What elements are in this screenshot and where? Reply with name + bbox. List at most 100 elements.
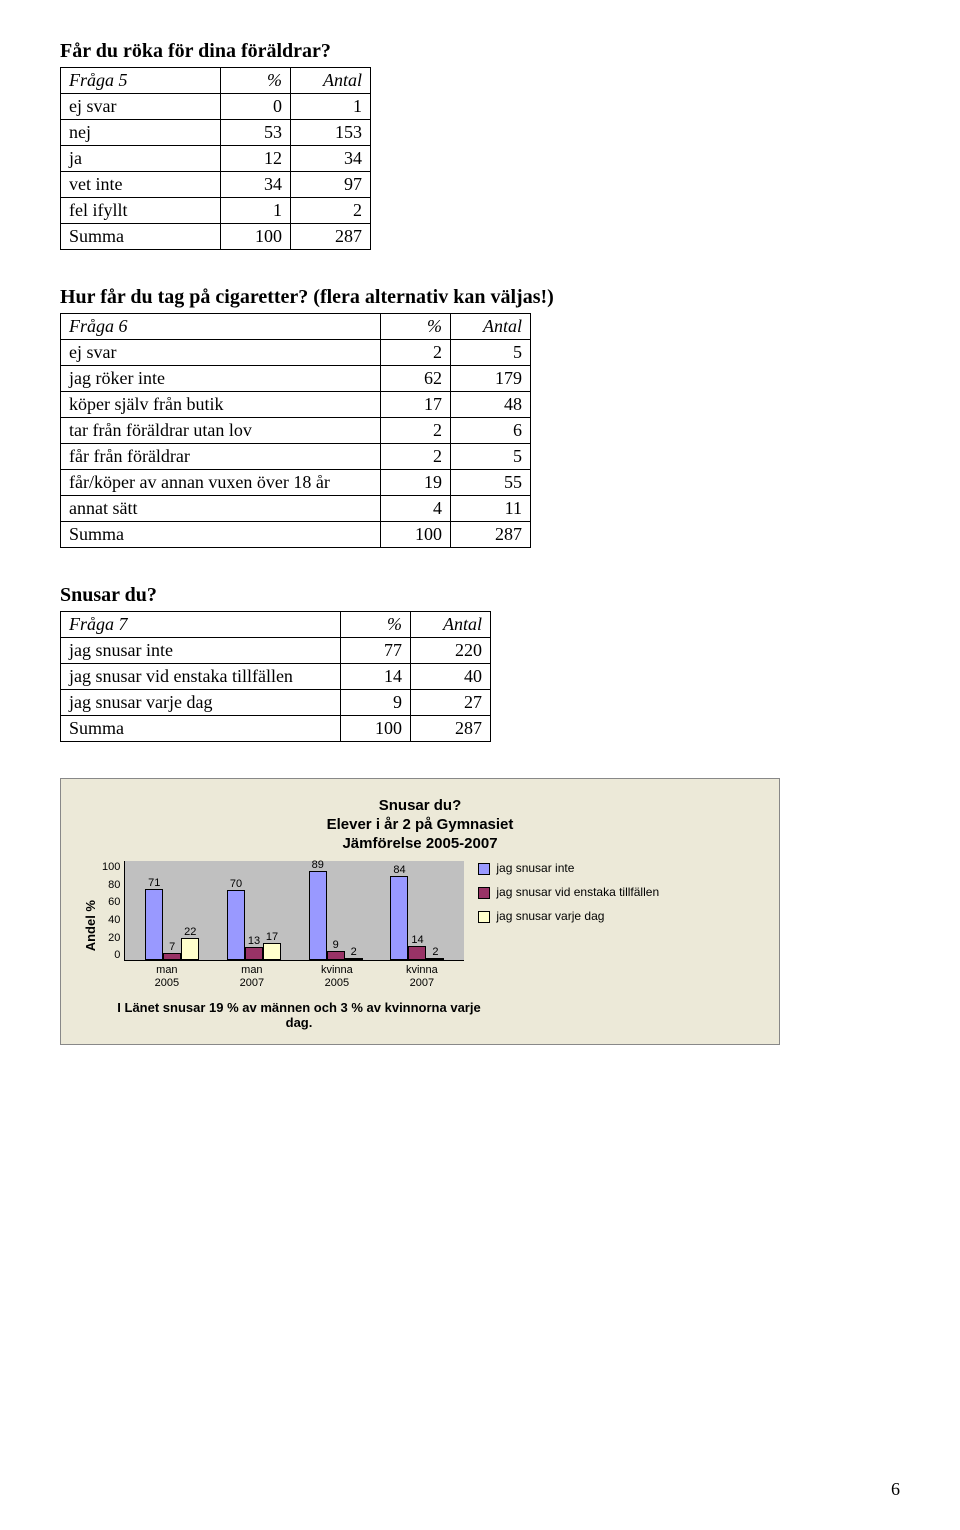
x-tick: man2007 [217,964,287,989]
table1-title: Får du röka för dina föräldrar? [60,40,900,63]
table-row: ej svar25 [61,340,531,366]
table-row: vet inte3497 [61,172,371,198]
table-header-cell: Fråga 6 [61,314,381,340]
bar-value-label: 7 [169,941,175,953]
table-cell: 55 [451,470,531,496]
y-tick: 60 [102,896,120,908]
table-row: jag röker inte62179 [61,366,531,392]
y-axis-label: Andel % [79,900,102,951]
table3-title: Snusar du? [60,584,900,607]
table-cell: 4 [381,496,451,522]
table-cell: 40 [411,664,491,690]
table-cell: 100 [341,716,411,742]
legend-label: jag snusar vid enstaka tillfällen [496,885,659,899]
table-row: Summa100287 [61,224,371,250]
table-cell: 0 [221,94,291,120]
table-header-cell: % [341,612,411,638]
table-cell: 11 [451,496,531,522]
table-row: ej svar01 [61,94,371,120]
table-cell: 100 [381,522,451,548]
x-tick: man2005 [132,964,202,989]
table-cell: 6 [451,418,531,444]
table-cell: fel ifyllt [61,198,221,224]
table-row: Summa100287 [61,522,531,548]
table-cell: ej svar [61,94,221,120]
table-header-cell: Antal [411,612,491,638]
x-tick: kvinna2005 [302,964,372,989]
table-cell: 5 [451,444,531,470]
table-cell: 62 [381,366,451,392]
table-cell: 17 [381,392,451,418]
table-header-cell: Antal [451,314,531,340]
table-cell: 2 [381,340,451,366]
table-row: får/köper av annan vuxen över 18 år1955 [61,470,531,496]
bar-value-label: 2 [351,946,357,958]
table-cell: annat sätt [61,496,381,522]
legend-swatch [478,911,490,923]
table-cell: 179 [451,366,531,392]
bar: 17 [263,943,281,960]
table-cell: 9 [341,690,411,716]
bar: 89 [309,871,327,960]
bar: 2 [345,958,363,960]
table-row: får från föräldrar25 [61,444,531,470]
table-header-cell: % [381,314,451,340]
table-cell: tar från föräldrar utan lov [61,418,381,444]
table2: Fråga 6%Antalej svar25jag röker inte6217… [60,313,531,548]
table-cell: jag snusar varje dag [61,690,341,716]
table-cell: får från föräldrar [61,444,381,470]
bar: 14 [408,946,426,960]
table-row: jag snusar vid enstaka tillfällen1440 [61,664,491,690]
table-cell: 287 [411,716,491,742]
legend-item: jag snusar inte [478,861,659,875]
chart-legend: jag snusar inte jag snusar vid enstaka ti… [478,861,659,989]
legend-swatch [478,863,490,875]
table-cell: 2 [381,418,451,444]
table-cell: 77 [341,638,411,664]
bar-value-label: 89 [312,859,324,871]
bar-value-label: 14 [411,934,423,946]
table-row: fel ifyllt12 [61,198,371,224]
table-cell: 153 [291,120,371,146]
table-cell: 287 [451,522,531,548]
table-cell: 53 [221,120,291,146]
bar: 84 [390,876,408,960]
x-tick: kvinna2007 [387,964,457,989]
table-cell: vet inte [61,172,221,198]
legend-item: jag snusar vid enstaka tillfällen [478,885,659,899]
table3: Fråga 7%Antaljag snusar inte77220jag snu… [60,611,491,742]
table-cell: 2 [381,444,451,470]
table-cell: 100 [221,224,291,250]
table-cell: jag snusar vid enstaka tillfällen [61,664,341,690]
y-tick: 100 [102,861,120,873]
table-row: jag snusar inte77220 [61,638,491,664]
bar-group: 701317 [227,890,281,960]
table-row: köper själv från butik1748 [61,392,531,418]
y-tick: 80 [102,879,120,891]
chart-note: I Länet snusar 19 % av männen och 3 % av… [109,1000,489,1030]
bar-value-label: 2 [432,946,438,958]
y-tick: 40 [102,914,120,926]
table-cell: 287 [291,224,371,250]
legend-item: jag snusar varje dag [478,909,659,923]
bar-value-label: 17 [266,931,278,943]
chart-plot: 71722701317899284142 [124,861,464,961]
table-cell: 1 [221,198,291,224]
table-cell: 34 [291,146,371,172]
table-cell: jag röker inte [61,366,381,392]
table-cell: 12 [221,146,291,172]
table-cell: 34 [221,172,291,198]
table-cell: 5 [451,340,531,366]
table-cell: Summa [61,224,221,250]
bar: 13 [245,947,263,960]
table-header-cell: % [221,68,291,94]
bar: 9 [327,951,345,960]
bar-group: 8414 2 [390,876,444,960]
table-cell: 27 [411,690,491,716]
table-cell: jag snusar inte [61,638,341,664]
table1: Fråga 5%Antalej svar01nej53153ja1234vet … [60,67,371,250]
legend-label: jag snusar inte [496,861,574,875]
table-cell: 220 [411,638,491,664]
bar: 71 [145,889,163,960]
bar-value-label: 84 [393,864,405,876]
